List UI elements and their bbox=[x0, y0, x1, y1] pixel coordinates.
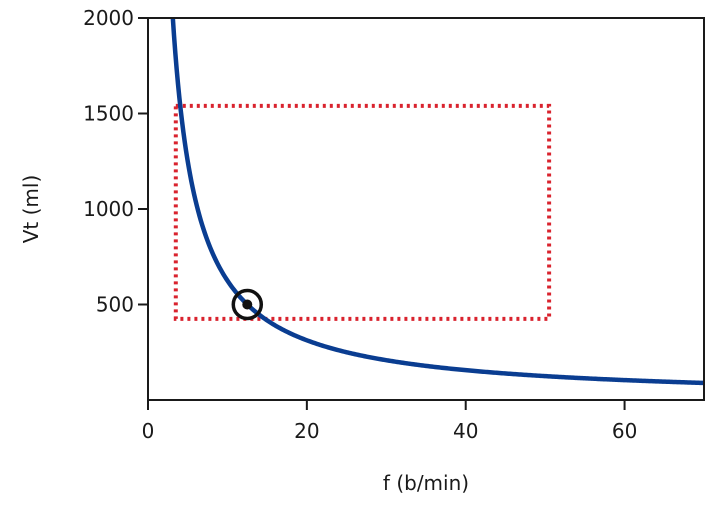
y-axis-ticks: 500 1000 1500 2000 bbox=[83, 6, 148, 317]
normal-range-region bbox=[173, 103, 552, 321]
y-tick-label: 1000 bbox=[83, 197, 134, 221]
marker-dot bbox=[242, 299, 253, 310]
operating-point-marker bbox=[231, 288, 264, 321]
y-tick-label: 1500 bbox=[83, 102, 134, 126]
plot-area bbox=[170, 18, 704, 386]
x-axis-ticks: 0 20 40 60 bbox=[142, 400, 637, 443]
marker-ring bbox=[231, 288, 264, 321]
series-curve bbox=[170, 18, 704, 386]
x-tick-label: 20 bbox=[294, 419, 319, 443]
x-axis-label: f (b/min) bbox=[383, 471, 469, 495]
y-tick-label: 2000 bbox=[83, 6, 134, 30]
x-tick-label: 60 bbox=[612, 419, 637, 443]
y-axis-label: Vt (ml) bbox=[19, 175, 43, 244]
plot-frame bbox=[147, 17, 705, 401]
x-tick-label: 0 bbox=[142, 419, 155, 443]
y-tick-label: 500 bbox=[96, 293, 134, 317]
x-tick-label: 40 bbox=[453, 419, 478, 443]
